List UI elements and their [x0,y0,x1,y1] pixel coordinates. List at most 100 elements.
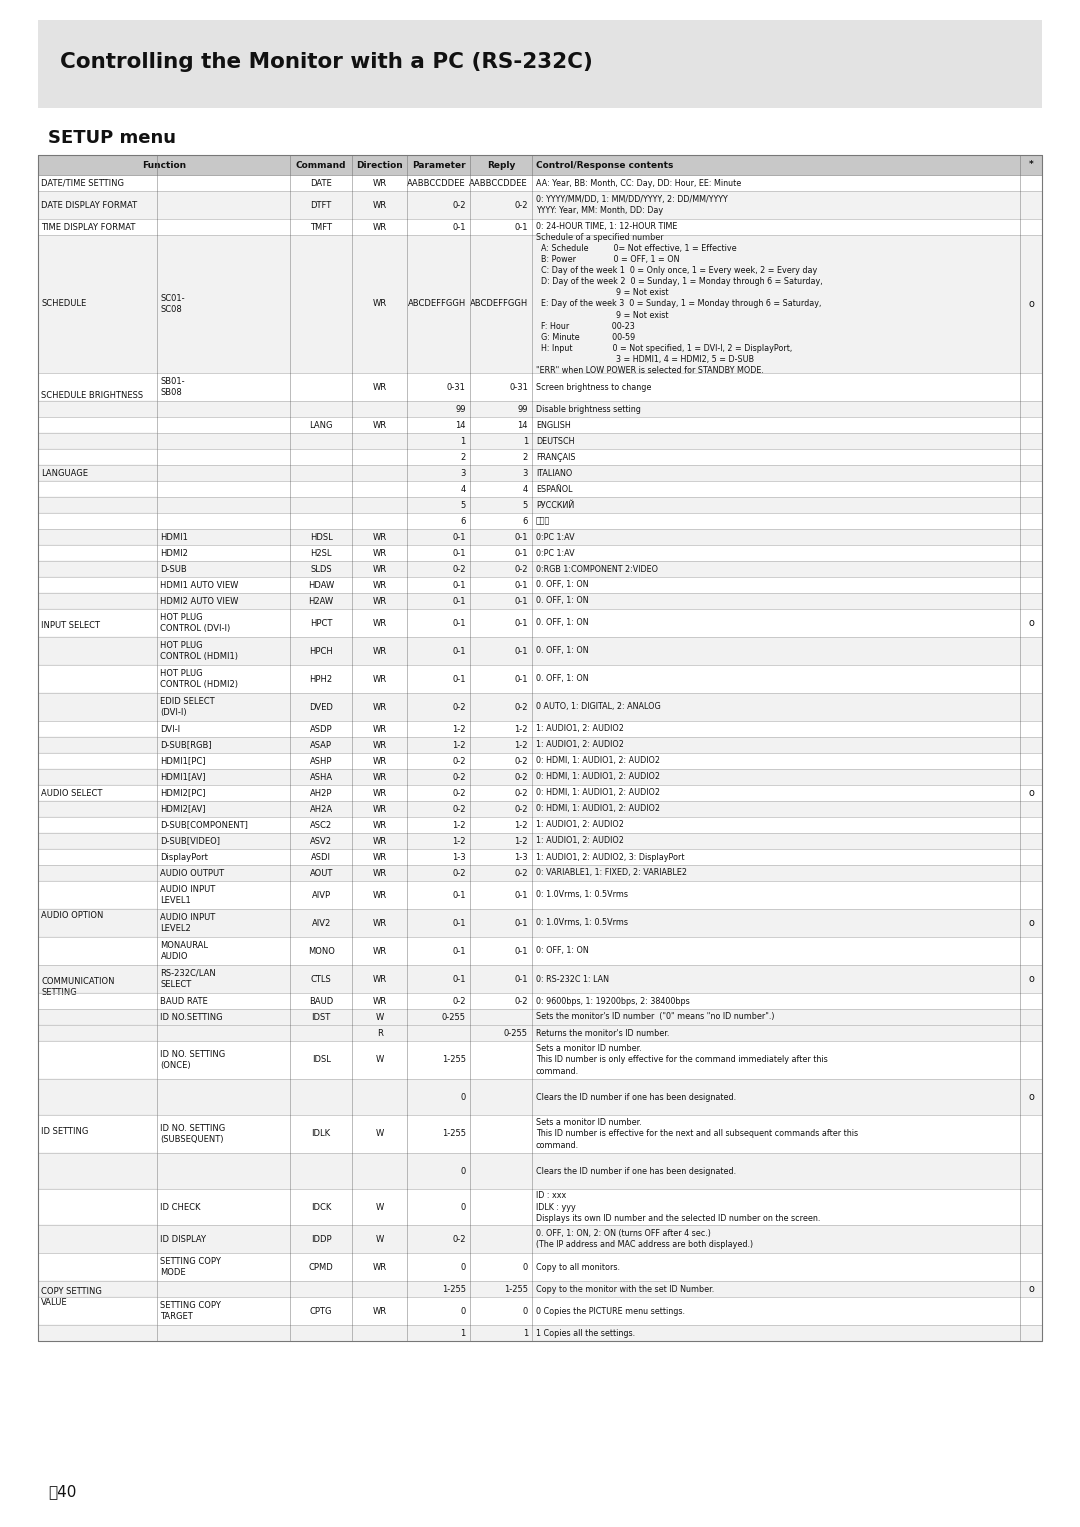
Text: 0-1: 0-1 [453,548,465,557]
Bar [38,965,1042,993]
Text: 0: 0 [460,1202,465,1211]
Text: 1-2: 1-2 [514,741,528,750]
Text: 0-2: 0-2 [453,702,465,712]
Text: WR: WR [373,805,387,814]
Text: W: W [376,1234,384,1243]
Bar [38,528,1042,545]
Text: DTFT: DTFT [311,200,332,209]
Text: 1-255: 1-255 [504,1284,528,1293]
Bar [38,545,1042,560]
Text: 0: 0 [460,1167,465,1176]
Text: 2: 2 [523,452,528,461]
Text: 0 AUTO, 1: DIGITAL, 2: ANALOG: 0 AUTO, 1: DIGITAL, 2: ANALOG [536,702,661,712]
Text: Sets a monitor ID number.
This ID number is effective for the next and all subse: Sets a monitor ID number. This ID number… [536,1118,859,1150]
Text: HDMI2[AV]: HDMI2[AV] [161,805,206,814]
Text: W: W [376,1012,384,1022]
Text: MONO: MONO [308,947,335,956]
Text: WR: WR [373,420,387,429]
Text: 0-2: 0-2 [514,565,528,574]
Text: 1: AUDIO1, 2: AUDIO2, 3: DisplayPort: 1: AUDIO1, 2: AUDIO2, 3: DisplayPort [536,852,685,861]
Text: 1: 1 [460,437,465,446]
Bar [38,1190,1042,1225]
Text: 1-2: 1-2 [453,837,465,846]
Text: SC01-
SC08: SC01- SC08 [161,295,185,315]
Text: 1-2: 1-2 [514,724,528,733]
Text: SETTING COPY
MODE: SETTING COPY MODE [161,1257,221,1277]
Text: ID NO. SETTING
(SUBSEQUENT): ID NO. SETTING (SUBSEQUENT) [161,1124,226,1144]
Text: 0. OFF, 1: ON, 2: ON (turns OFF after 4 sec.)
(The IP address and MAC address ar: 0. OFF, 1: ON, 2: ON (turns OFF after 4 … [536,1229,753,1249]
Text: HOT PLUG
CONTROL (HDMI1): HOT PLUG CONTROL (HDMI1) [161,641,239,661]
Text: o: o [1028,1092,1034,1102]
Text: IDSL: IDSL [312,1055,330,1064]
Text: 0-2: 0-2 [514,788,528,797]
Text: ID NO.SETTING: ID NO.SETTING [161,1012,224,1022]
Text: 1-255: 1-255 [442,1284,465,1293]
Bar [38,577,1042,592]
Bar [38,909,1042,938]
Bar [38,466,1042,481]
Text: WR: WR [373,179,387,188]
Text: 0-1: 0-1 [453,675,465,684]
Text: SETUP menu: SETUP menu [48,128,176,147]
Text: SCHEDULE BRIGHTNESS: SCHEDULE BRIGHTNESS [41,391,144,400]
Text: WR: WR [373,974,387,983]
Text: WR: WR [373,580,387,589]
Text: 日本語: 日本語 [536,516,550,525]
Text: Copy to the monitor with the set ID Number.: Copy to the monitor with the set ID Numb… [536,1284,714,1293]
Bar [38,496,1042,513]
Text: 0-1: 0-1 [453,974,465,983]
Text: 1-2: 1-2 [514,837,528,846]
Text: 0:PC 1:AV: 0:PC 1:AV [536,533,575,542]
Text: CPMD: CPMD [309,1263,334,1272]
Text: 1: AUDIO1, 2: AUDIO2: 1: AUDIO1, 2: AUDIO2 [536,837,624,846]
Text: Controlling the Monitor with a PC (RS-232C): Controlling the Monitor with a PC (RS-23… [60,52,593,72]
Text: ABCDEFFGGH: ABCDEFFGGH [470,299,528,308]
Text: HDMI1 AUTO VIEW: HDMI1 AUTO VIEW [161,580,239,589]
Bar [38,693,1042,721]
Text: AH2A: AH2A [310,805,333,814]
Text: AUDIO INPUT
LEVEL2: AUDIO INPUT LEVEL2 [161,913,216,933]
Text: ID CHECK: ID CHECK [161,1202,201,1211]
Bar [38,218,1042,235]
Text: 0: 0 [523,1263,528,1272]
Text: РУССКИЙ: РУССКИЙ [536,501,575,510]
Text: W: W [376,1130,384,1139]
Bar [38,1281,1042,1296]
Text: 0-2: 0-2 [514,773,528,782]
Text: o: o [1028,788,1034,799]
Text: TIME DISPLAY FORMAT: TIME DISPLAY FORMAT [41,223,135,232]
Text: 0-2: 0-2 [453,756,465,765]
Text: 0-1: 0-1 [514,533,528,542]
Text: 0-2: 0-2 [453,1234,465,1243]
Text: DVI-I: DVI-I [161,724,180,733]
Text: D-SUB[VIDEO]: D-SUB[VIDEO] [161,837,220,846]
Text: 1: 1 [460,1328,465,1338]
Text: SB01-
SB08: SB01- SB08 [161,377,185,397]
Text: LANGUAGE: LANGUAGE [41,469,87,478]
Bar [38,637,1042,664]
Text: SETTING COPY
TARGET: SETTING COPY TARGET [161,1301,221,1321]
Text: AOUT: AOUT [310,869,333,878]
Text: 0: VARIABLE1, 1: FIXED, 2: VARIABLE2: 0: VARIABLE1, 1: FIXED, 2: VARIABLE2 [536,869,687,878]
Text: ESPAÑOL: ESPAÑOL [536,484,572,493]
Text: 0: 24-HOUR TIME, 1: 12-HOUR TIME: 0: 24-HOUR TIME, 1: 12-HOUR TIME [536,223,677,232]
Bar [38,434,1042,449]
Text: COPY SETTING
VALUE: COPY SETTING VALUE [41,1287,102,1307]
Text: HDMI1[PC]: HDMI1[PC] [161,756,206,765]
Text: 0: 0 [460,1307,465,1315]
Text: IDST: IDST [311,1012,330,1022]
Text: 0: YYYY/MM/DD, 1: MM/DD/YYYY, 2: DD/MM/YYYY
YYYY: Year, MM: Month, DD: Day: 0: YYYY/MM/DD, 1: MM/DD/YYYY, 2: DD/MM/Y… [536,195,728,215]
Text: AUDIO OUTPUT: AUDIO OUTPUT [161,869,225,878]
Text: 1-2: 1-2 [514,820,528,829]
Text: CTLS: CTLS [311,974,332,983]
Bar [38,156,1042,176]
Text: *: * [1028,160,1034,169]
Text: 0-2: 0-2 [514,997,528,1005]
Text: Schedule of a specified number
  A: Schedule          0= Not effective, 1 = Effe: Schedule of a specified number A: Schedu… [536,234,823,376]
Text: WR: WR [373,675,387,684]
Text: 0-2: 0-2 [453,565,465,574]
Text: Disable brightness setting: Disable brightness setting [536,405,640,414]
Text: DVED: DVED [309,702,333,712]
Text: 0-1: 0-1 [453,533,465,542]
Text: 0-2: 0-2 [453,788,465,797]
